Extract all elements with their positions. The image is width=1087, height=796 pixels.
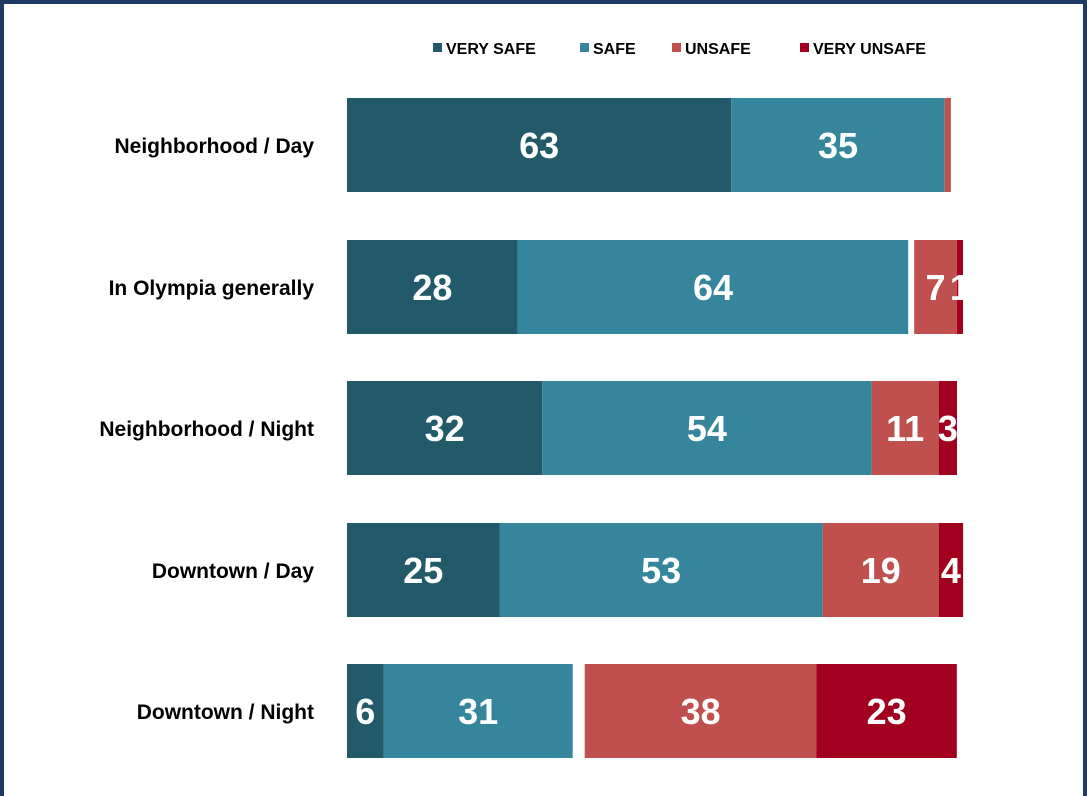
bar-safe	[383, 664, 573, 758]
data-label: 63	[519, 125, 559, 166]
data-label: 31	[458, 691, 498, 732]
data-label: 1	[950, 267, 970, 308]
bar-unsafe	[822, 523, 939, 617]
bars: 63 35 28 64 7 1 32 54 11 3 25 53 19 4 6 31 38 23	[347, 98, 970, 758]
legend-label-very-unsafe: VERY UNSAFE	[813, 41, 926, 58]
legend-label-safe: SAFE	[593, 41, 636, 58]
category-label: Downtown / Night	[137, 701, 314, 724]
bar-safe	[499, 523, 823, 617]
bar-very-unsafe	[956, 240, 963, 334]
bar-very-unsafe	[938, 381, 957, 475]
data-label: 64	[693, 267, 733, 308]
category-label: In Olympia generally	[109, 277, 315, 300]
data-label: 25	[403, 550, 443, 591]
bar-unsafe	[584, 664, 817, 758]
data-label: 32	[425, 408, 465, 449]
legend-swatch-very-unsafe	[800, 43, 809, 52]
legend-swatch-unsafe	[672, 43, 681, 52]
bar-safe	[731, 98, 945, 192]
data-label: 35	[818, 125, 858, 166]
legend-label-very-safe: VERY SAFE	[446, 41, 536, 58]
data-label: 23	[867, 691, 907, 732]
category-label: Downtown / Day	[152, 560, 314, 583]
bar-safe	[517, 240, 909, 334]
data-label: 11	[886, 408, 924, 449]
bar-very-safe	[347, 240, 518, 334]
legend: VERY SAFE SAFE UNSAFE VERY UNSAFE	[433, 41, 926, 58]
data-label: 3	[938, 408, 958, 449]
bar-safe	[542, 381, 872, 475]
bar-very-unsafe	[816, 664, 957, 758]
bar-unsafe	[871, 381, 939, 475]
bar-very-safe	[347, 523, 500, 617]
bar-very-safe	[347, 98, 732, 192]
data-label: 38	[681, 691, 721, 732]
data-label: 6	[355, 691, 375, 732]
data-label: 19	[861, 550, 901, 591]
bar-very-safe	[347, 664, 384, 758]
bar-unsafe	[944, 98, 951, 192]
bar-unsafe	[914, 240, 957, 334]
bar-very-unsafe	[938, 523, 964, 617]
category-labels: Neighborhood / Day In Olympia generally Ne…	[99, 135, 314, 724]
category-label: Neighborhood / Night	[99, 418, 314, 441]
data-label: 54	[687, 408, 727, 449]
data-label: 4	[941, 550, 961, 591]
legend-swatch-very-safe	[433, 43, 442, 52]
legend-label-unsafe: UNSAFE	[685, 41, 751, 58]
data-label: 7	[926, 267, 946, 308]
bar-very-safe	[347, 381, 543, 475]
data-label: 28	[412, 267, 452, 308]
category-label: Neighborhood / Day	[115, 135, 315, 158]
data-label: 53	[641, 550, 681, 591]
legend-swatch-safe	[580, 43, 589, 52]
